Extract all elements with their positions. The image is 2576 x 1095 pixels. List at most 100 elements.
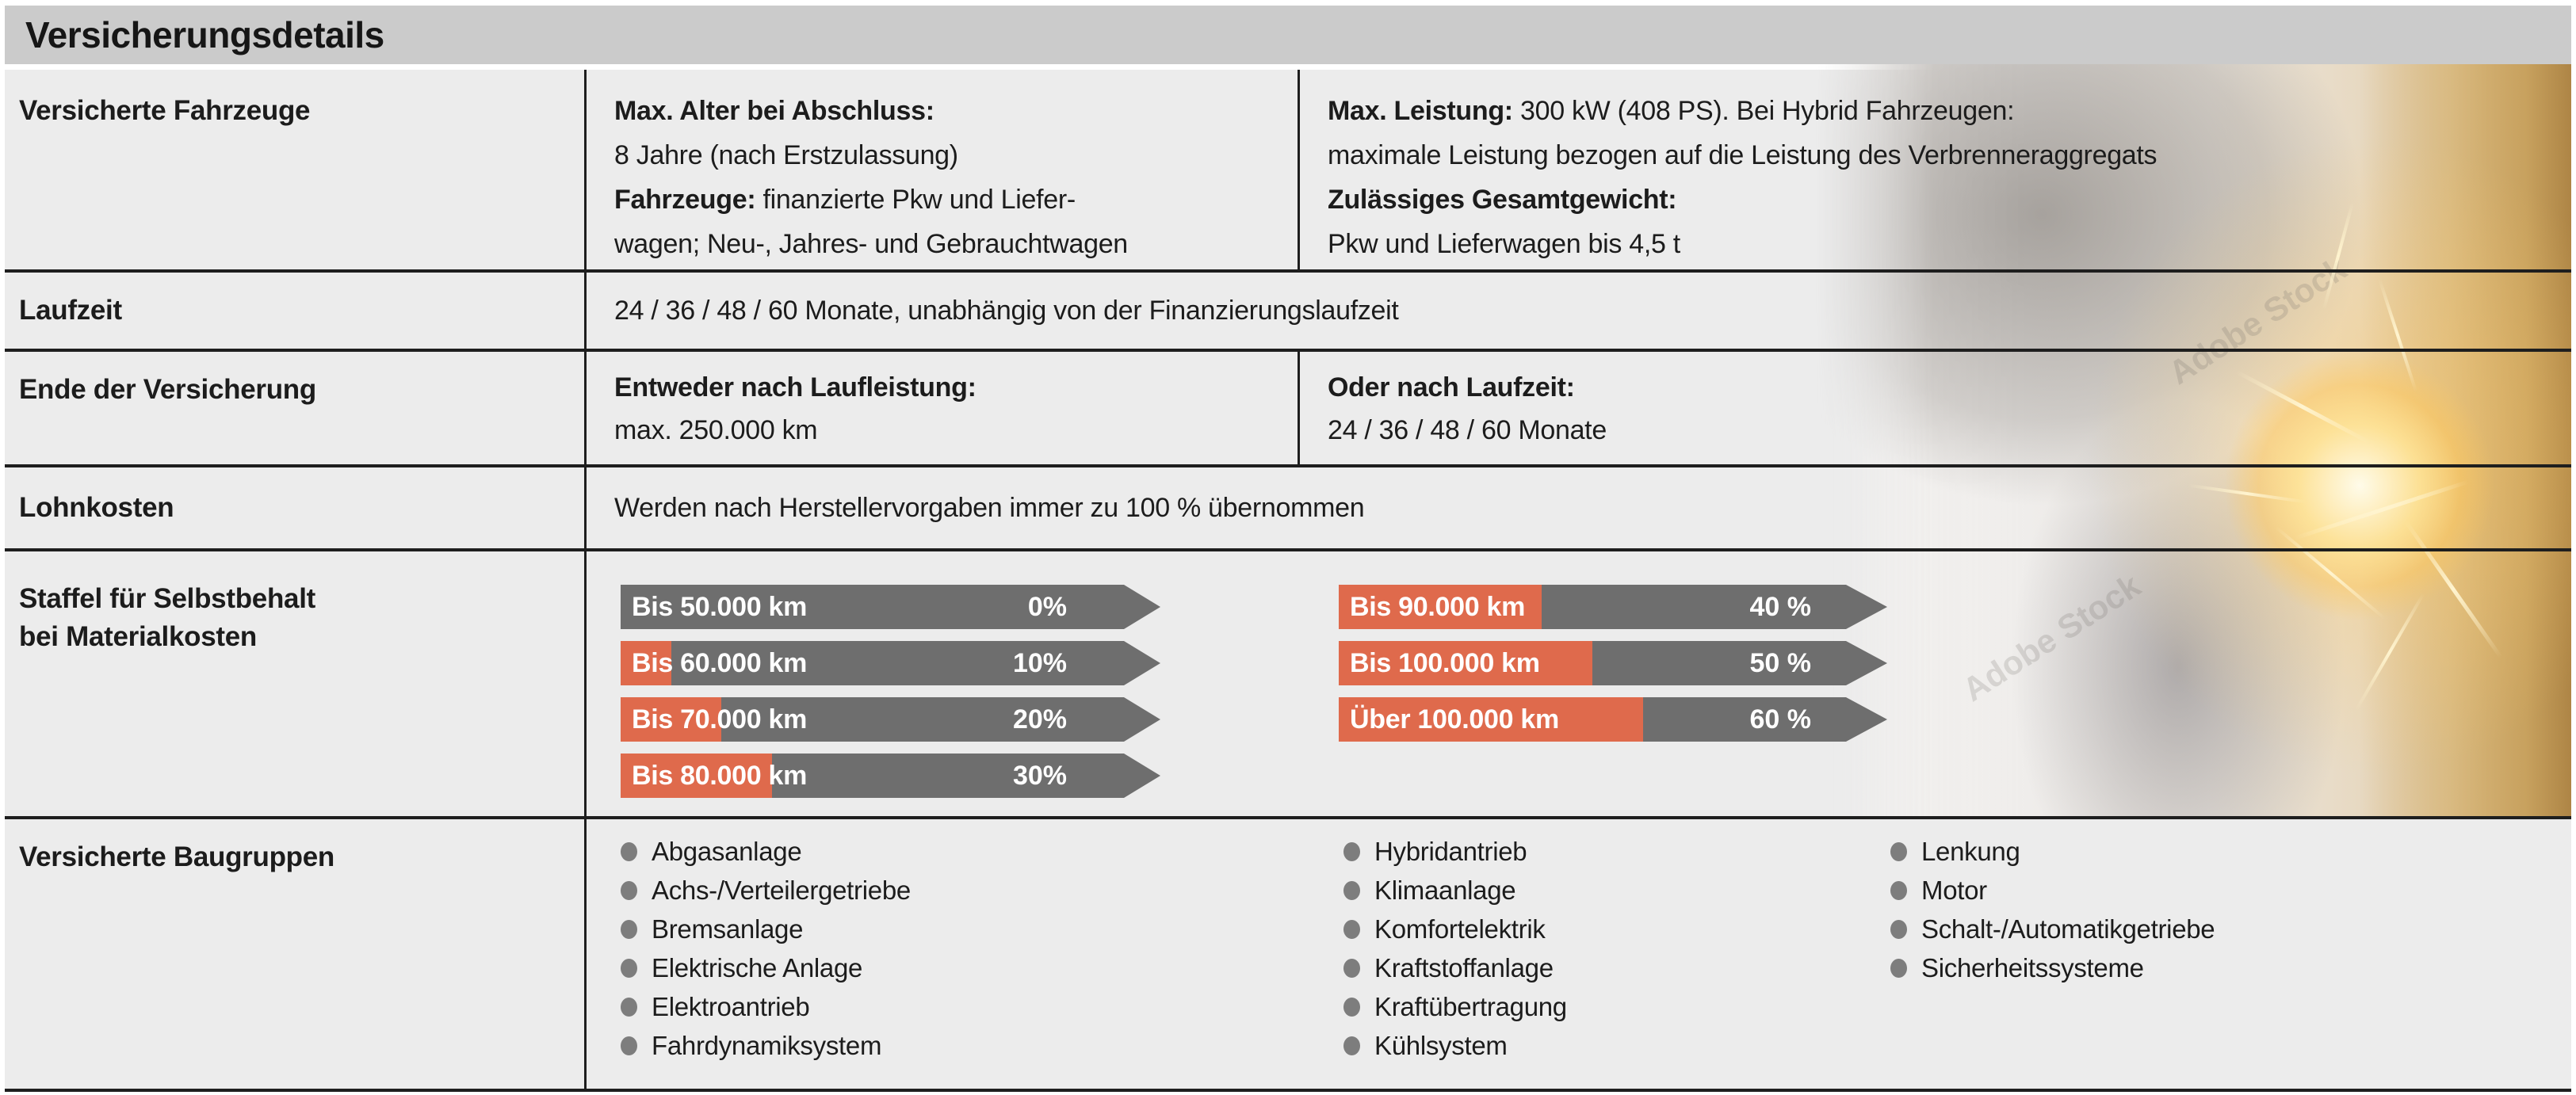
baugruppe-label: Elektrische Anlage (652, 952, 863, 982)
page-title: Versicherungsdetails (25, 14, 384, 55)
arrow-fill (1339, 641, 1592, 685)
staffel-arrows-right: Bis 90.000 km 40 % Bis 100.000 km 50 % Über … (1339, 585, 1887, 754)
spark-streak (2354, 593, 2425, 712)
welding-photo: Adobe Stock Adobe Stock (1815, 64, 2571, 817)
staffel-arrow: Bis 90.000 km 40 % (1339, 585, 1887, 629)
baugruppe-label: Klimaanlage (1374, 875, 1516, 905)
bullet-icon (1890, 958, 1907, 978)
staffel-arrow: Über 100.000 km 60 % (1339, 697, 1887, 742)
text-line: max. 250.000 km (614, 415, 818, 445)
baugruppe-label: Lenkung (1921, 836, 2020, 866)
arrow-head-icon (1124, 641, 1160, 685)
text-line: maximale Leistung bezogen auf die Leistu… (1328, 140, 2157, 170)
staffel-arrow: Bis 50.000 km 0% (621, 585, 1160, 629)
spark-streak (2403, 520, 2503, 658)
spark-streak (2294, 479, 2470, 540)
bullet-icon (621, 1036, 637, 1055)
row-versicherte-fahrzeuge: Versicherte Fahrzeuge Max. Alter bei Abs… (5, 70, 2571, 269)
arrow-pct-label: 60 % (1749, 704, 1812, 734)
baugruppen-list-1: Abgasanlage Achs-/Verteilergetriebe Bremsa… (621, 832, 911, 1065)
row-label: Staffel für Selbstbehalt bei Materialkos… (19, 580, 315, 656)
arrow-pct-label: 0% (1027, 592, 1067, 622)
column-divider (584, 819, 587, 1089)
arrow-fill (1339, 585, 1542, 629)
baugruppe-item: Schalt-/Automatikgetriebe (1890, 910, 2215, 948)
text-line: 24 / 36 / 48 / 60 Monate (1328, 415, 1607, 445)
arrow-range-label: Bis 60.000 km (632, 648, 808, 678)
row-divider (5, 269, 2571, 273)
staffel-arrow: Bis 100.000 km 50 % (1339, 641, 1887, 685)
arrow-head-icon (1124, 697, 1160, 742)
text-line: Oder nach Laufzeit: (1328, 372, 1575, 403)
baugruppe-label: Kraftstoffanlage (1374, 952, 1554, 982)
arrow-pct-label: 50 % (1749, 648, 1812, 678)
baugruppe-item: Fahrdynamiksystem (621, 1026, 911, 1065)
arrow-range-label: Bis 90.000 km (1350, 592, 1526, 622)
bullet-icon (1343, 919, 1360, 939)
bullet-icon (621, 841, 637, 861)
text-line: wagen; Neu-, Jahres- und Gebrauchtwagen (614, 229, 1128, 259)
header-bar: Versicherungsdetails (5, 6, 2571, 64)
arrow-head-icon (1846, 697, 1887, 742)
arrow-bar (621, 585, 1124, 629)
baugruppe-label: Sicherheitssysteme (1921, 952, 2144, 982)
text-span: finanzierte Pkw und Liefer- (755, 185, 1076, 215)
text-line: Max. Alter bei Abschluss: (614, 89, 1128, 133)
arrow-fill (621, 641, 671, 685)
baugruppen-list-3: Lenkung Motor Schalt-/Automatikgetriebe Sic… (1890, 832, 2215, 987)
arrow-bar (1339, 641, 1846, 685)
arrow-bar (621, 641, 1124, 685)
arrow-range-label: Bis 50.000 km (632, 592, 808, 622)
text-line: Max. Leistung: 300 kW (408 PS). Bei Hybr… (1328, 89, 2157, 133)
row-divider (5, 1089, 2571, 1092)
baugruppe-item: Abgasanlage (621, 832, 911, 871)
bullet-icon (1343, 1036, 1360, 1055)
arrow-range-label: Über 100.000 km (1350, 704, 1559, 734)
baugruppe-label: Kühlsystem (1374, 1030, 1508, 1060)
staffel-arrow: Bis 70.000 km 20% (621, 697, 1160, 742)
row-label: Versicherte Fahrzeuge (19, 95, 311, 126)
text-span: 300 kW (408 PS). Bei Hybrid Fahrzeugen: (1512, 96, 2015, 126)
arrow-bar (1339, 697, 1846, 742)
baugruppe-item: Elektroantrieb (621, 987, 911, 1026)
baugruppe-label: Fahrdynamiksystem (652, 1030, 882, 1060)
spark-streak (2377, 278, 2418, 392)
bullet-icon (1890, 919, 1907, 939)
bullet-icon (621, 880, 637, 900)
baugruppe-label: Achs-/Verteilergetriebe (652, 875, 911, 905)
stock-watermark: Adobe Stock (1955, 566, 2147, 709)
staffel-arrow: Bis 80.000 km 30% (621, 754, 1160, 798)
column-divider (584, 70, 587, 269)
bullet-icon (1343, 958, 1360, 978)
arrow-range-label: Bis 100.000 km (1350, 648, 1540, 678)
arrow-range-label: Bis 80.000 km (632, 761, 808, 791)
row-label: Versicherte Baugruppen (19, 841, 334, 872)
ende-col3-text: Oder nach Laufzeit: 24 / 36 / 48 / 60 Mo… (1328, 366, 1607, 452)
column-divider (1298, 70, 1300, 269)
column-divider (584, 551, 587, 816)
text-line: Zulässiges Gesamtgewicht: (1328, 185, 1677, 215)
row-divider (5, 349, 2571, 352)
row-label: Ende der Versicherung (19, 374, 316, 405)
baugruppe-label: Hybridantrieb (1374, 836, 1527, 866)
ende-col2-text: Entweder nach Laufleistung: max. 250.000… (614, 366, 977, 452)
bullet-icon (621, 997, 637, 1017)
baugruppe-item: Komfortelektrik (1343, 910, 1567, 948)
arrow-pct-label: 30% (1012, 761, 1067, 791)
baugruppe-label: Bremsanlage (652, 914, 804, 944)
baugruppen-list-2: Hybridantrieb Klimaanlage Komfortelektrik K… (1343, 832, 1567, 1065)
row-divider (5, 548, 2571, 551)
row-divider (5, 816, 2571, 819)
baugruppe-item: Hybridantrieb (1343, 832, 1567, 871)
baugruppe-item: Klimaanlage (1343, 871, 1567, 910)
arrow-pct-label: 40 % (1749, 592, 1812, 622)
bullet-icon (621, 958, 637, 978)
baugruppe-item: Lenkung (1890, 832, 2215, 871)
spark-streak (2274, 525, 2387, 620)
staffel-arrow: Bis 60.000 km 10% (621, 641, 1160, 685)
text-line: 8 Jahre (nach Erstzulassung) (614, 140, 958, 170)
text-bold: Fahrzeuge: (614, 185, 756, 215)
arrow-head-icon (1124, 754, 1160, 798)
lohnkosten-text: Werden nach Herstellervorgaben immer zu … (614, 493, 1365, 523)
